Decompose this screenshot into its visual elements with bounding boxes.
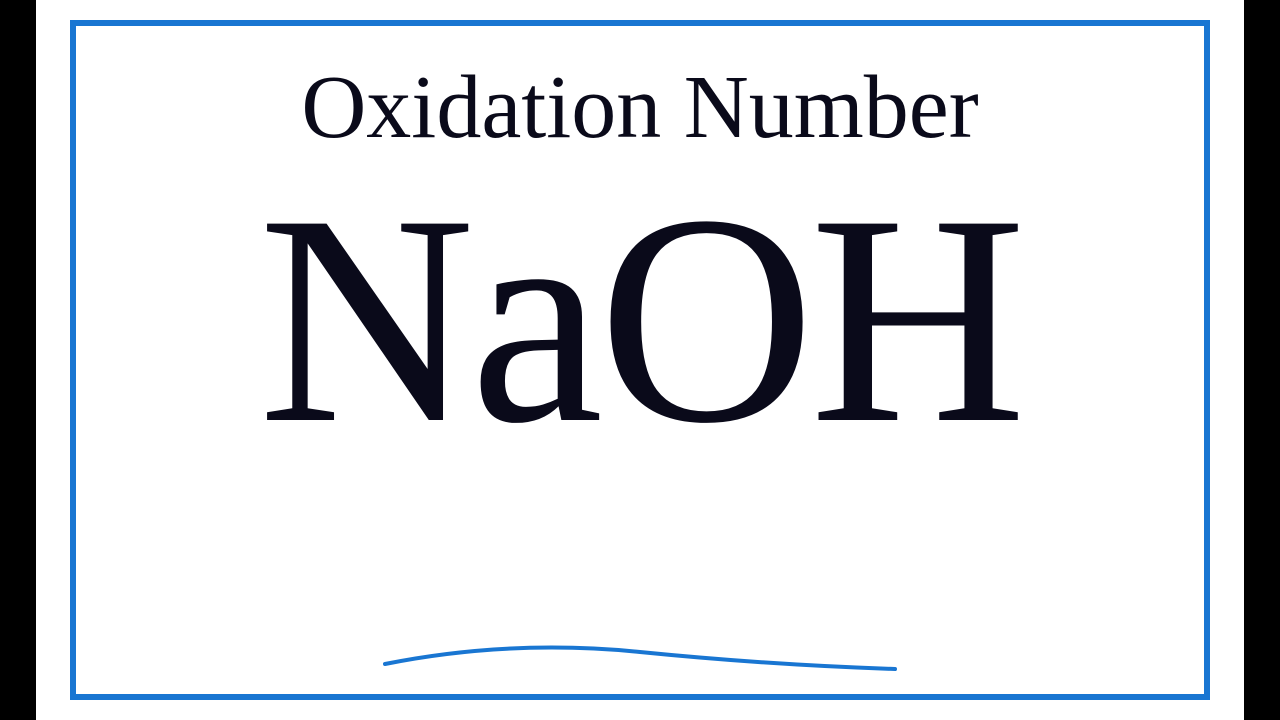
- bordered-card: Oxidation Number NaOH: [70, 20, 1210, 700]
- title-label: Oxidation Number: [301, 56, 978, 159]
- chemical-formula: NaOH: [258, 169, 1021, 469]
- decorative-underline: [380, 634, 900, 674]
- card-container: Oxidation Number NaOH: [36, 0, 1244, 720]
